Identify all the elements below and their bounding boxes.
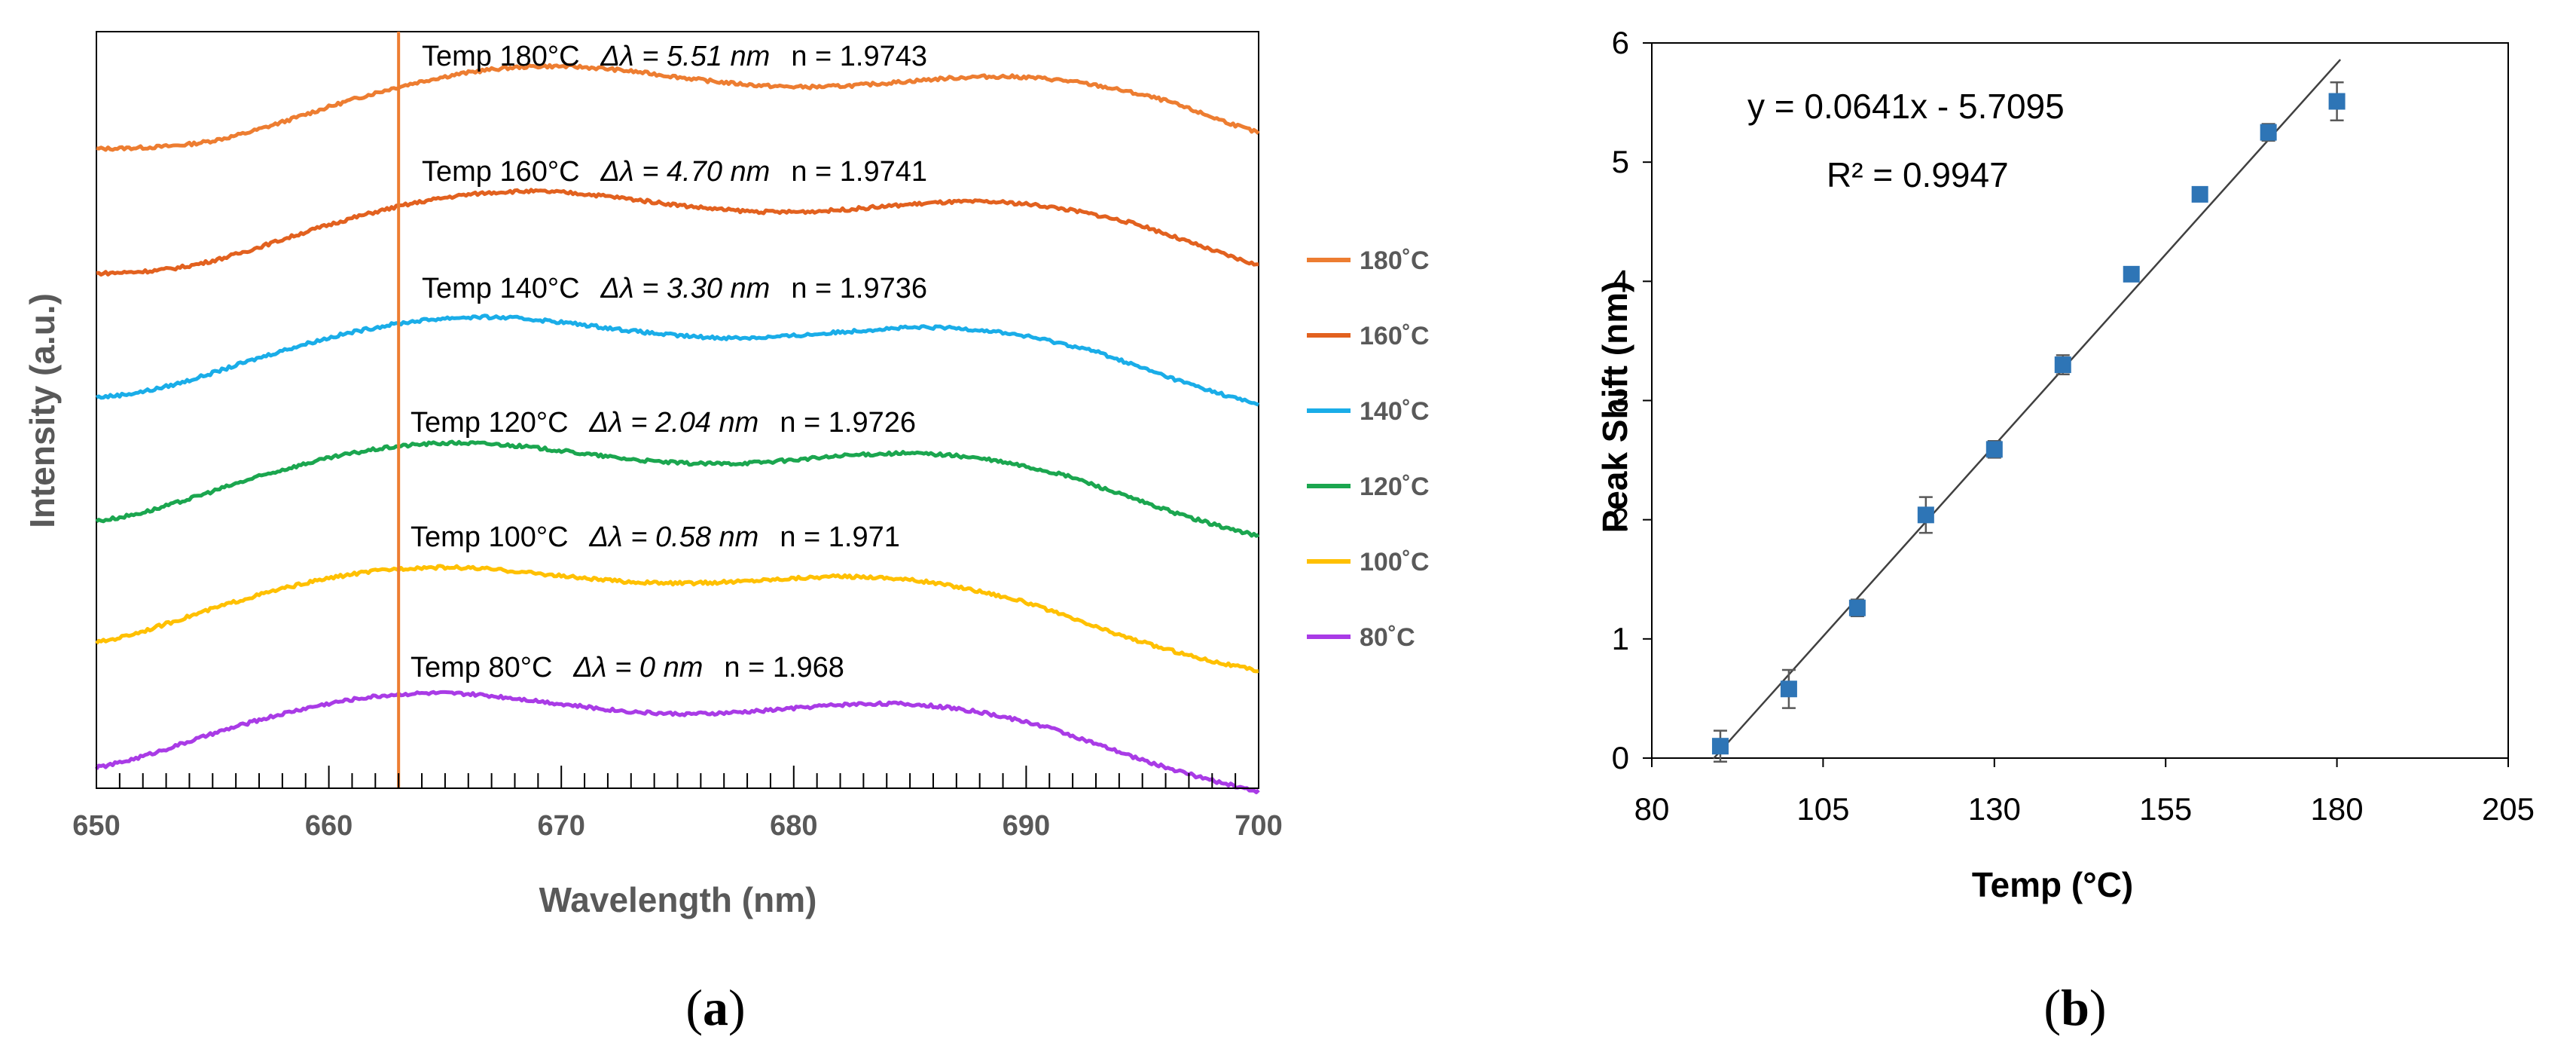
y-tick-label-b: 1 <box>1612 621 1629 656</box>
annotation-160c: Temp 160°C Δλ = 4.70 nm n = 1.9741 <box>422 156 927 188</box>
spectrum-120c <box>95 439 1260 538</box>
data-point <box>1848 599 1866 616</box>
x-tick-label-a: 700 <box>1235 810 1282 842</box>
annotation-180c: Temp 180°C Δλ = 5.51 nm n = 1.9743 <box>422 41 927 72</box>
y-tick-label-b: 3 <box>1612 383 1629 418</box>
annotation-140c: Temp 140°C Δλ = 3.30 nm n = 1.9736 <box>422 273 927 304</box>
y-axis-title-b: Peak Shift (nm) <box>1595 281 1634 534</box>
spectrum-160c <box>96 188 1259 277</box>
plot-area-b <box>1651 42 2509 759</box>
x-tick-label-b: 155 <box>2139 791 2192 827</box>
x-tick-label-a: 660 <box>305 810 353 842</box>
data-point <box>1917 506 1934 524</box>
data-point <box>1711 738 1729 755</box>
data-point <box>2191 185 2208 203</box>
x-tick-label-b: 130 <box>1968 791 2021 827</box>
x-tick-label-b: 205 <box>2482 791 2535 827</box>
legend-label: 140˚C <box>1360 397 1430 426</box>
annotation-100c: Temp 100°C Δλ = 0.58 nm n = 1.971 <box>411 521 900 553</box>
annotation-80c: Temp 80°C Δλ = 0 nm n = 1.968 <box>411 652 844 683</box>
peak-shift-chart: 80 105 130 155 180 205 0 1 2 3 4 5 6 y = 0.0641x - 5… <box>1595 25 2535 1036</box>
data-point <box>2054 356 2071 374</box>
data-point <box>1780 680 1797 698</box>
x-axis-title-b: Temp (°C) <box>1972 865 2133 904</box>
y-axis-title-a: Intensity (a.u.) <box>23 293 62 528</box>
y-tick-label-b: 6 <box>1612 25 1629 60</box>
y-tick-label-b: 4 <box>1612 263 1629 298</box>
panel-label-a: (a) <box>685 979 745 1036</box>
spectra-chart: Temp 180°C Δλ = 5.51 nm n = 1.9743 Temp 160… <box>23 31 1430 1036</box>
x-tick-label-a: 670 <box>537 810 584 842</box>
trend-line <box>1712 59 2342 760</box>
legend-a: 180˚C 160˚C 140˚C 120˚C 100˚C 80˚C <box>1307 246 1430 652</box>
r-squared: R² = 0.9947 <box>1827 155 2009 194</box>
spectrum-140c <box>95 313 1259 407</box>
data-point <box>2260 124 2277 141</box>
legend-label: 120˚C <box>1360 472 1430 501</box>
x-tick-label-b: 80 <box>1634 791 1670 827</box>
y-tick-label-b: 5 <box>1612 144 1629 179</box>
x-tick-label-b: 105 <box>1796 791 1849 827</box>
x-tick-label-a: 680 <box>770 810 817 842</box>
plot-area-a <box>96 31 1259 789</box>
y-tick-label-b: 0 <box>1612 740 1629 775</box>
spectrum-80c <box>94 690 1260 794</box>
spectrum-180c <box>96 63 1260 152</box>
x-axis-title-a: Wavelength (nm) <box>539 880 817 919</box>
fit-equation: y = 0.0641x - 5.7095 <box>1747 87 2065 126</box>
legend-label: 100˚C <box>1360 548 1430 576</box>
legend-label: 180˚C <box>1360 246 1430 275</box>
data-point <box>2328 93 2346 110</box>
x-tick-label-b: 180 <box>2311 791 2364 827</box>
panel-label-b: (b) <box>2043 979 2106 1036</box>
x-tick-label-a: 690 <box>1003 810 1050 842</box>
data-point <box>2123 265 2140 283</box>
spectrum-100c <box>95 564 1259 674</box>
data-point <box>1985 441 2003 458</box>
legend-label: 80˚C <box>1360 623 1415 652</box>
y-tick-label-b: 2 <box>1612 502 1629 537</box>
annotation-120c: Temp 120°C Δλ = 2.04 nm n = 1.9726 <box>411 407 916 439</box>
legend-label: 160˚C <box>1360 322 1430 350</box>
x-tick-label-a: 650 <box>72 810 120 842</box>
